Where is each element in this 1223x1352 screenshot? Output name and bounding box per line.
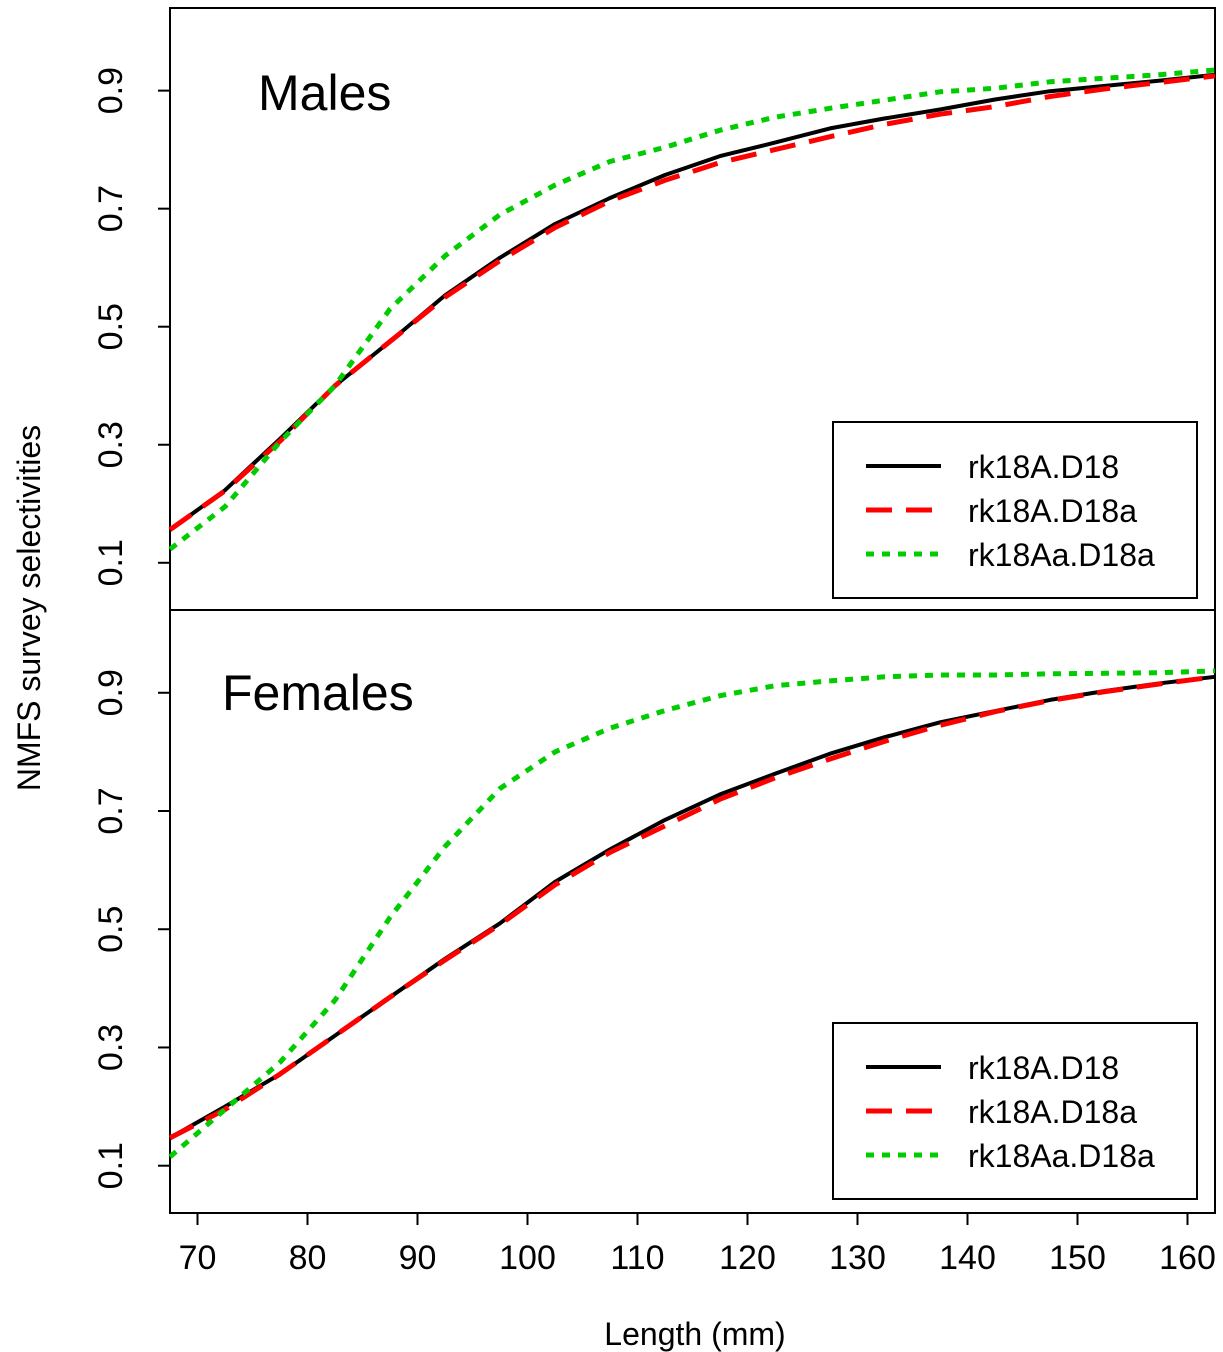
x-axis: 70 80 90 100 110 120 130 140 150 160 [179,1213,1216,1277]
legend-label: rk18Aa.D18a [968,1138,1155,1174]
panel-males: 0.10.30.50.70.9 Malesrk18A.D18rk18A.D18ar… [92,7,1216,611]
x-tick-label: 110 [610,1239,664,1277]
x-tick-label: 120 [719,1239,776,1277]
chart-panels: 0.10.30.50.70.9 Malesrk18A.D18rk18A.D18ar… [92,7,1216,1214]
y-tick-label: 0.5 [92,303,130,350]
x-tick-label: 100 [499,1239,556,1277]
y-tick-label: 0.9 [92,669,130,716]
panel-title: Females [222,665,414,721]
x-tick-label: 90 [399,1239,437,1277]
series-line-rk18aa-d18a [168,668,1216,1159]
y-tick-label: 0.1 [92,539,130,586]
legend-label: rk18A.D18 [968,1050,1119,1086]
y-axis-title: NMFS survey selectivities [11,425,47,791]
panel-females: 0.10.30.50.70.9 Femalesrk18A.D18rk18A.D18… [92,609,1216,1214]
x-tick-label: 70 [179,1239,217,1277]
x-tick-label: 130 [829,1239,886,1277]
x-tick-label: 140 [939,1239,996,1277]
y-tick-label: 0.3 [92,1024,130,1071]
legend-frame [832,1022,1198,1200]
x-tick-label: 150 [1049,1239,1106,1277]
y-tick-label: 0.7 [92,185,130,232]
legend-label: rk18A.D18a [968,493,1137,529]
legend: rk18A.D18 rk18A.D18a rk18Aa.D18a [832,421,1198,599]
legend-label: rk18Aa.D18a [968,537,1155,573]
legend-label: rk18A.D18 [968,449,1119,485]
panel-title: Males [258,65,391,121]
y-tick-label: 0.3 [92,421,130,468]
series-line-rk18a-d18 [168,72,1216,532]
plot-frame [169,609,1216,1214]
x-tick-label: 160 [1159,1239,1216,1277]
x-axis-title: Length (mm) [604,1316,785,1352]
y-tick-label: 0.7 [92,787,130,834]
y-tick-label: 0.9 [92,67,130,114]
legend-frame [832,421,1198,599]
x-tick-label: 80 [289,1239,327,1277]
y-tick-label: 0.5 [92,906,130,953]
y-tick-label: 0.1 [92,1142,130,1189]
legend-label: rk18A.D18a [968,1094,1137,1130]
series-line-rk18a-d18a [168,674,1216,1141]
legend: rk18A.D18 rk18A.D18a rk18Aa.D18a [832,1022,1198,1200]
